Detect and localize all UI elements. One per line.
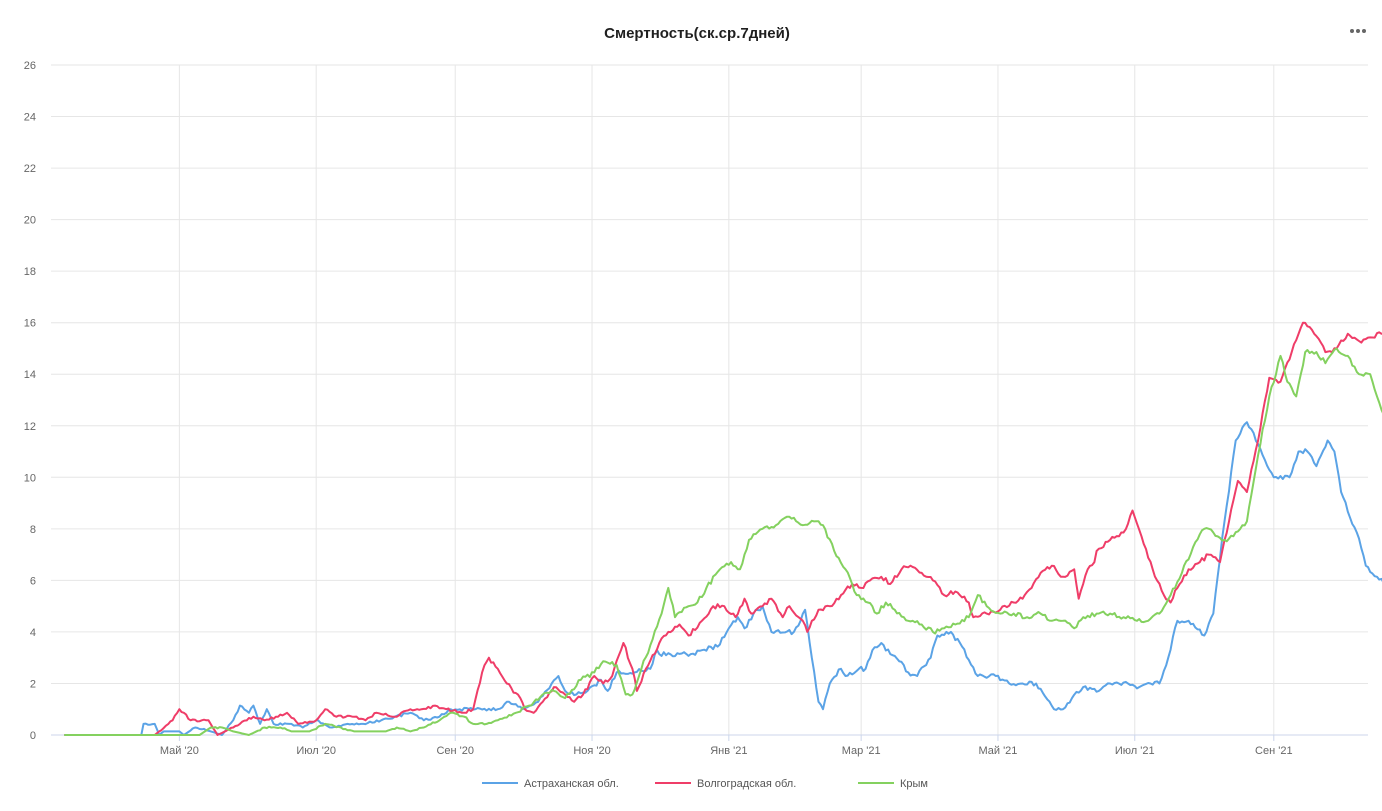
x-tick-label: Сен '20 [436,745,474,757]
x-tick-label: Июл '21 [1115,745,1155,757]
legend-item[interactable]: Астраханская обл. [482,778,619,790]
series-line-1 [64,421,1382,736]
x-tick-label: Май '21 [978,745,1017,757]
chart-title: Смертность(ск.ср.7дней) [604,25,790,42]
y-tick-label: 20 [24,215,36,227]
x-tick-label: Ноя '20 [573,745,610,757]
y-tick-label: 22 [24,163,36,175]
x-gridlines [178,65,1275,735]
y-gridlines [51,64,1368,684]
y-tick-label: 4 [30,627,36,639]
y-tick-label: 14 [24,369,36,381]
y-tick-label: 12 [24,421,36,433]
menu-dot-icon [1362,29,1366,33]
legend-item[interactable]: Волгоградская обл. [655,778,796,790]
y-tick-label: 18 [24,266,36,278]
legend-item[interactable]: Крым [858,778,928,790]
x-tick-label: Май '20 [160,745,199,757]
y-tick-label: 10 [24,472,36,484]
x-tick-label: Мар '21 [842,745,881,757]
y-tick-label: 26 [24,60,36,72]
x-axis-ticks: Май '20 Июл '20 Сен '20 Ноя '20 Янв '21 Мар '… [160,735,1293,757]
y-tick-label: 6 [30,575,36,587]
x-tick-label: Июл '20 [296,745,336,757]
menu-dot-icon [1356,29,1360,33]
series-layer [64,321,1382,736]
legend-label: Волгоградская обл. [697,778,796,790]
x-tick-label: Сен '21 [1255,745,1293,757]
y-tick-label: 16 [24,318,36,330]
y-tick-label: 2 [30,678,36,690]
x-tick-label: Янв '21 [710,745,747,757]
menu-button[interactable] [1343,20,1373,42]
y-tick-label: 8 [30,524,36,536]
legend: Астраханская обл. Волгоградская обл. Крым [482,778,928,790]
legend-label: Крым [900,778,928,790]
menu-dot-icon [1350,29,1354,33]
series-line-3 [64,347,1382,736]
series-line-2 [64,321,1382,736]
legend-label: Астраханская обл. [524,778,619,790]
y-tick-label: 24 [24,112,36,124]
y-tick-label: 0 [30,730,36,742]
